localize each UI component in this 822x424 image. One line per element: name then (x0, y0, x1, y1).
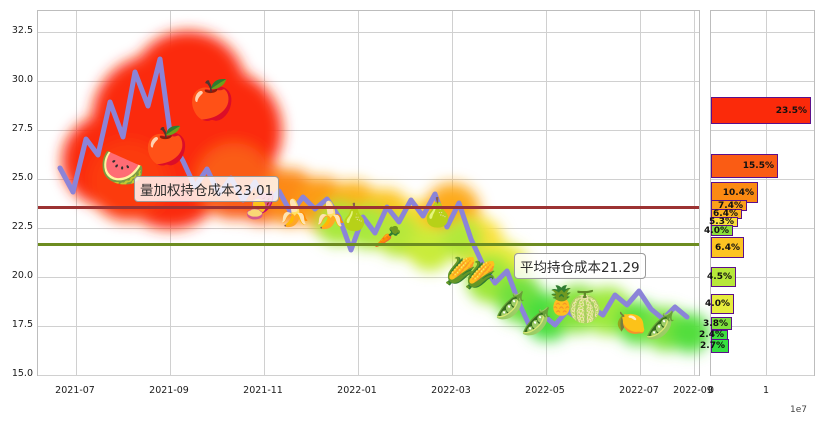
fruit-marker: 🍈 (566, 290, 604, 325)
gridline-h (711, 375, 814, 376)
gridline-h (38, 81, 699, 82)
price-polyline (57, 56, 690, 332)
y-tick-label: 20.0 (11, 270, 33, 281)
price-line (57, 56, 690, 332)
gridline-h (711, 277, 814, 278)
profile-bar-label: 15.5% (742, 161, 774, 171)
profile-bar: 6.4% (711, 237, 744, 258)
fruit-marker: 🫛 (494, 291, 527, 321)
x-tick-label: 2022-07 (619, 385, 659, 396)
profile-x-tick-label: 1 (762, 385, 770, 396)
profile-bar-label: 6.4% (715, 242, 740, 253)
gridline-h (711, 32, 814, 33)
profile-bar-label: 6.4% (713, 209, 738, 219)
profile-bar-label: 10.4% (722, 187, 754, 198)
profile-bar-label: 4.0% (705, 299, 730, 309)
x-tick-label: 2022-03 (431, 385, 471, 396)
profile-bar-label: 2.7% (700, 341, 725, 351)
volume-weighted-cost-line (38, 206, 699, 209)
x-tick-label: 2021-09 (149, 385, 189, 396)
fruit-marker: 🍎 (144, 126, 189, 167)
gridline-h (38, 277, 699, 278)
vwap-annotation: 量加权持仓成本23.01 (134, 176, 280, 202)
y-tick-label: 30.0 (11, 74, 33, 85)
y-tick-label: 27.5 (11, 123, 33, 134)
price-chart-panel: 🍎 🍎 🍉 🍠 🍌 🍌 🍐 🥕 🍐 🌽 🌽 🫛 🫛 🍍 🍈 🍋 🫛 量加权持仓成… (37, 10, 710, 376)
profile-exponent-label: 1e7 (790, 405, 807, 415)
profile-bar-label: 4.5% (707, 272, 732, 282)
profile-bar-label: 4.0% (704, 225, 729, 236)
gridline-h (38, 326, 699, 327)
y-tick-label: 22.5 (11, 221, 33, 232)
profile-bar-label: 7.4% (718, 200, 743, 211)
gridline-h (711, 228, 814, 229)
fruit-marker: 🍍 (544, 284, 579, 317)
volume-profile-panel: 23.5% 15.5% 10.4% 7.4% 6.4% 5.3% 4.0% 6.… (699, 10, 815, 376)
gridline-h (38, 179, 699, 180)
x-tick-label: 2021-11 (243, 385, 283, 396)
gridline-h (711, 179, 814, 180)
y-tick-label: 32.5 (11, 25, 33, 36)
profile-bar: 4.0% (705, 294, 734, 314)
fruit-marker: 🫛 (644, 311, 677, 341)
gridline-v (640, 11, 641, 375)
gridline-h (711, 326, 814, 327)
average-cost-annotation: 平均持仓成本21.29 (514, 253, 646, 279)
fruit-marker: 🍐 (338, 203, 371, 233)
profile-bar-label: 5.3% (709, 217, 734, 227)
profile-bar: 15.5% (711, 154, 778, 178)
x-tick-label: 2022-05 (525, 385, 565, 396)
x-tick-label: 2022-01 (337, 385, 377, 396)
profile-bar: 4.5% (707, 267, 736, 287)
fruit-marker: 🍎 (188, 78, 236, 122)
gridline-h (711, 130, 814, 131)
y-tick-label: 25.0 (11, 172, 33, 183)
average-cost-line (38, 243, 699, 246)
profile-bar: 2.7% (700, 339, 729, 353)
x-tick-label: 2022-09 (673, 385, 713, 396)
fruit-marker: 🍌 (278, 199, 311, 229)
gridline-v (546, 11, 547, 375)
fruit-marker: 🍋 (616, 309, 646, 337)
fruit-marker: 🫛 (520, 307, 553, 337)
fruit-marker: 🌽 (464, 261, 497, 291)
gridline-h (38, 32, 699, 33)
x-tick-label: 2021-07 (55, 385, 95, 396)
fruit-marker: 🍐 (420, 196, 455, 229)
profile-bar-label: 2.4% (699, 330, 724, 340)
profile-x-tick-label: 0 (707, 385, 715, 396)
gridline-h (711, 81, 814, 82)
profile-bar: 4.0% (704, 225, 733, 236)
y-tick-label: 15.0 (11, 368, 33, 379)
glow-blobs-cool (316, 201, 710, 353)
profile-bar: 3.8% (703, 317, 732, 330)
y-tick-label: 17.5 (11, 319, 33, 330)
profile-bar-label: 23.5% (775, 105, 807, 116)
profile-bar: 23.5% (711, 97, 811, 124)
fruit-marker: 🌽 (444, 257, 477, 287)
gridline-v (766, 11, 767, 375)
gridline-v (694, 11, 695, 375)
profile-bar-label: 3.8% (703, 318, 728, 329)
gridline-h (38, 375, 699, 376)
gridline-h (38, 130, 699, 131)
